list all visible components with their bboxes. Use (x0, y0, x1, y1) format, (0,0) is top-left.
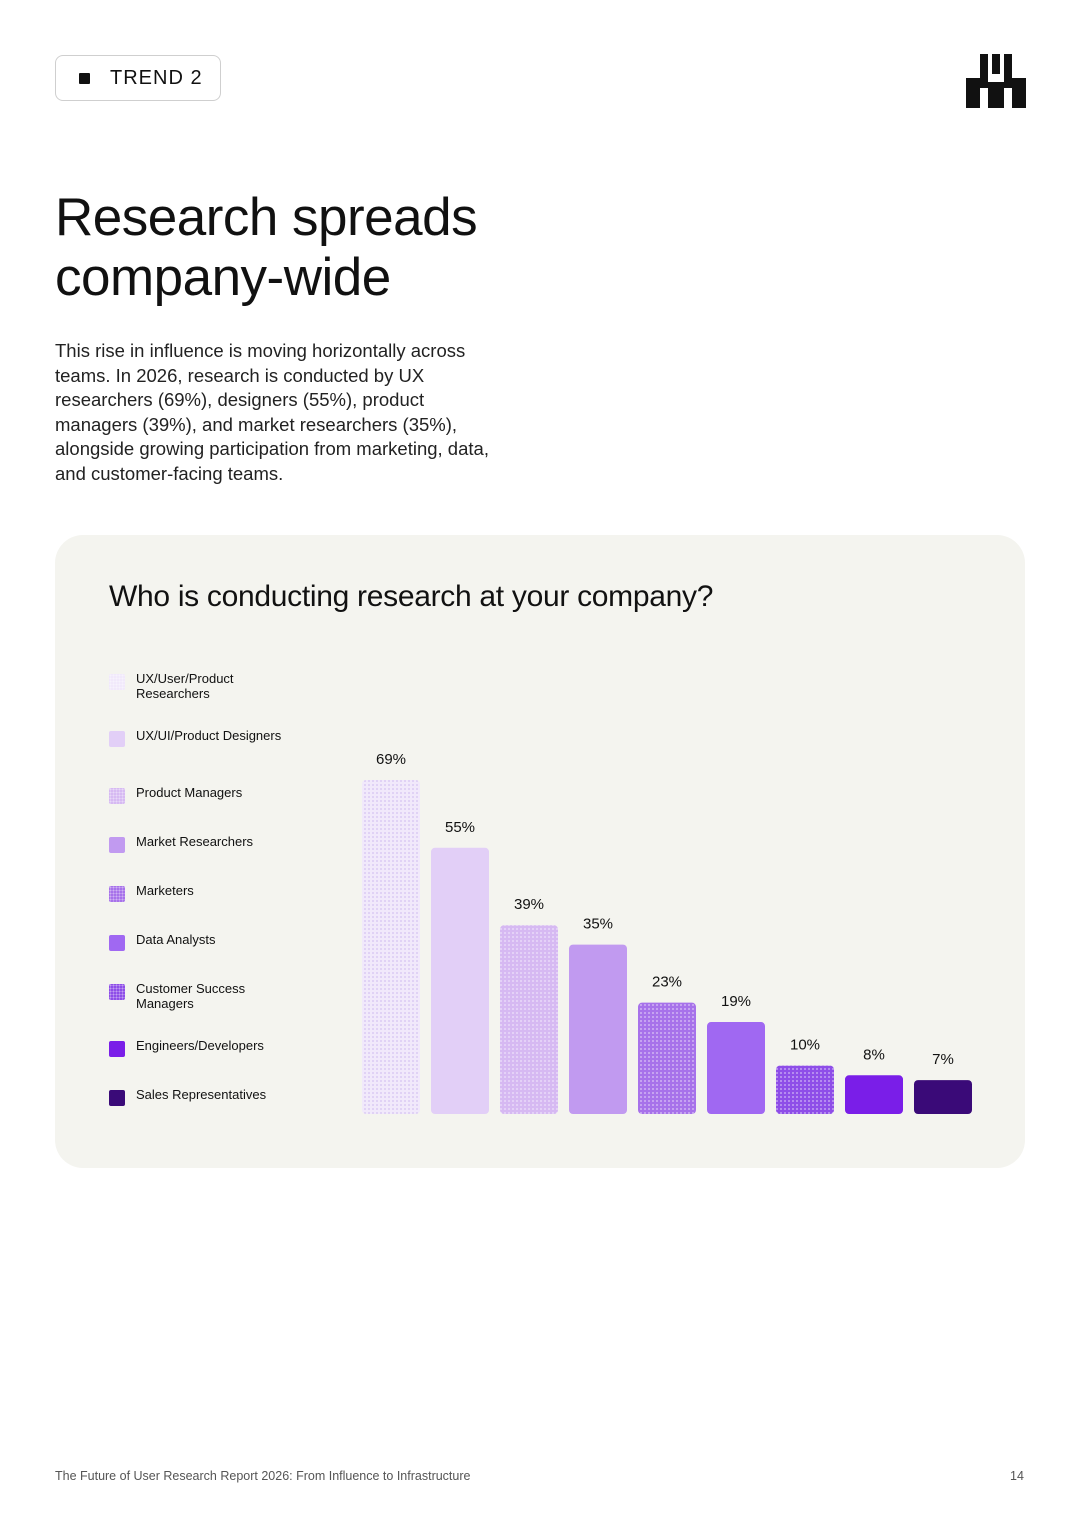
data-label-marketers: 23% (652, 974, 682, 991)
page-number: 14 (1010, 1469, 1024, 1483)
intro-paragraph: This rise in influence is moving horizon… (55, 340, 489, 484)
data-label-product-managers: 39% (514, 896, 544, 913)
trend-label: TREND 2 (110, 66, 203, 89)
data-label-ux-ui-product-designers: 55% (445, 819, 475, 836)
legend-item-ux-ui-product-designers: UX/UI/Product Designers (109, 728, 286, 747)
legend-item-product-managers: Product Managers (109, 785, 286, 804)
legend-swatch (109, 1041, 125, 1057)
legend-label: UX/UI/Product Designers (136, 728, 282, 743)
bar-data-analysts (707, 1022, 765, 1114)
legend-swatch (109, 886, 125, 902)
legend-swatch (109, 984, 125, 1000)
bar-ux-ui-product-designers (431, 847, 489, 1114)
legend-label: Sales Representatives (136, 1087, 267, 1102)
data-label-data-analysts: 19% (721, 993, 751, 1010)
trend-badge: TREND 2 (55, 55, 221, 101)
brand-logo-icon (966, 54, 1026, 108)
bar-customer-success-managers (776, 1065, 834, 1114)
legend-swatch (109, 935, 125, 951)
data-label-engineers-developers: 8% (863, 1046, 885, 1063)
legend-label: Product Managers (136, 785, 243, 800)
chart-title: Who is conducting research at your compa… (109, 580, 714, 613)
legend-label: Customer Success Managers (136, 981, 246, 1011)
data-label-ux-user-product-researchers: 69% (376, 751, 406, 768)
bar-engineers-developers (845, 1075, 903, 1114)
legend-item-data-analysts: Data Analysts (109, 932, 286, 951)
footer-report-title: The Future of User Research Report 2026:… (55, 1469, 471, 1483)
legend-swatch (109, 731, 125, 747)
legend-item-sales-representatives: Sales Representatives (109, 1087, 286, 1106)
legend-item-market-researchers: Market Researchers (109, 834, 286, 853)
legend-swatch (109, 674, 125, 690)
data-label-customer-success-managers: 10% (790, 1037, 820, 1054)
bar-ux-user-product-researchers (362, 780, 420, 1114)
bar-market-researchers (569, 944, 627, 1114)
page-title: Research spreads company-wide (55, 188, 478, 307)
bar-marketers (638, 1002, 696, 1114)
bar-sales-representatives (914, 1080, 972, 1114)
data-label-sales-representatives: 7% (932, 1051, 954, 1068)
legend-label: Engineers/Developers (136, 1038, 264, 1053)
legend-item-ux-user-product-researchers: UX/User/Product Researchers (109, 671, 286, 701)
legend-label: Marketers (136, 883, 194, 898)
legend-label: UX/User/Product Researchers (136, 671, 234, 701)
square-bullet-icon (79, 72, 90, 84)
legend-swatch (109, 1090, 125, 1106)
legend-item-marketers: Marketers (109, 883, 286, 902)
legend-item-customer-success-managers: Customer Success Managers (109, 981, 286, 1011)
legend-swatch (109, 837, 125, 853)
legend-swatch (109, 788, 125, 804)
data-label-market-researchers: 35% (583, 916, 613, 933)
legend-label: Data Analysts (136, 932, 216, 947)
bar-product-managers (500, 925, 558, 1114)
legend-label: Market Researchers (136, 834, 254, 849)
legend-item-engineers-developers: Engineers/Developers (109, 1038, 286, 1057)
